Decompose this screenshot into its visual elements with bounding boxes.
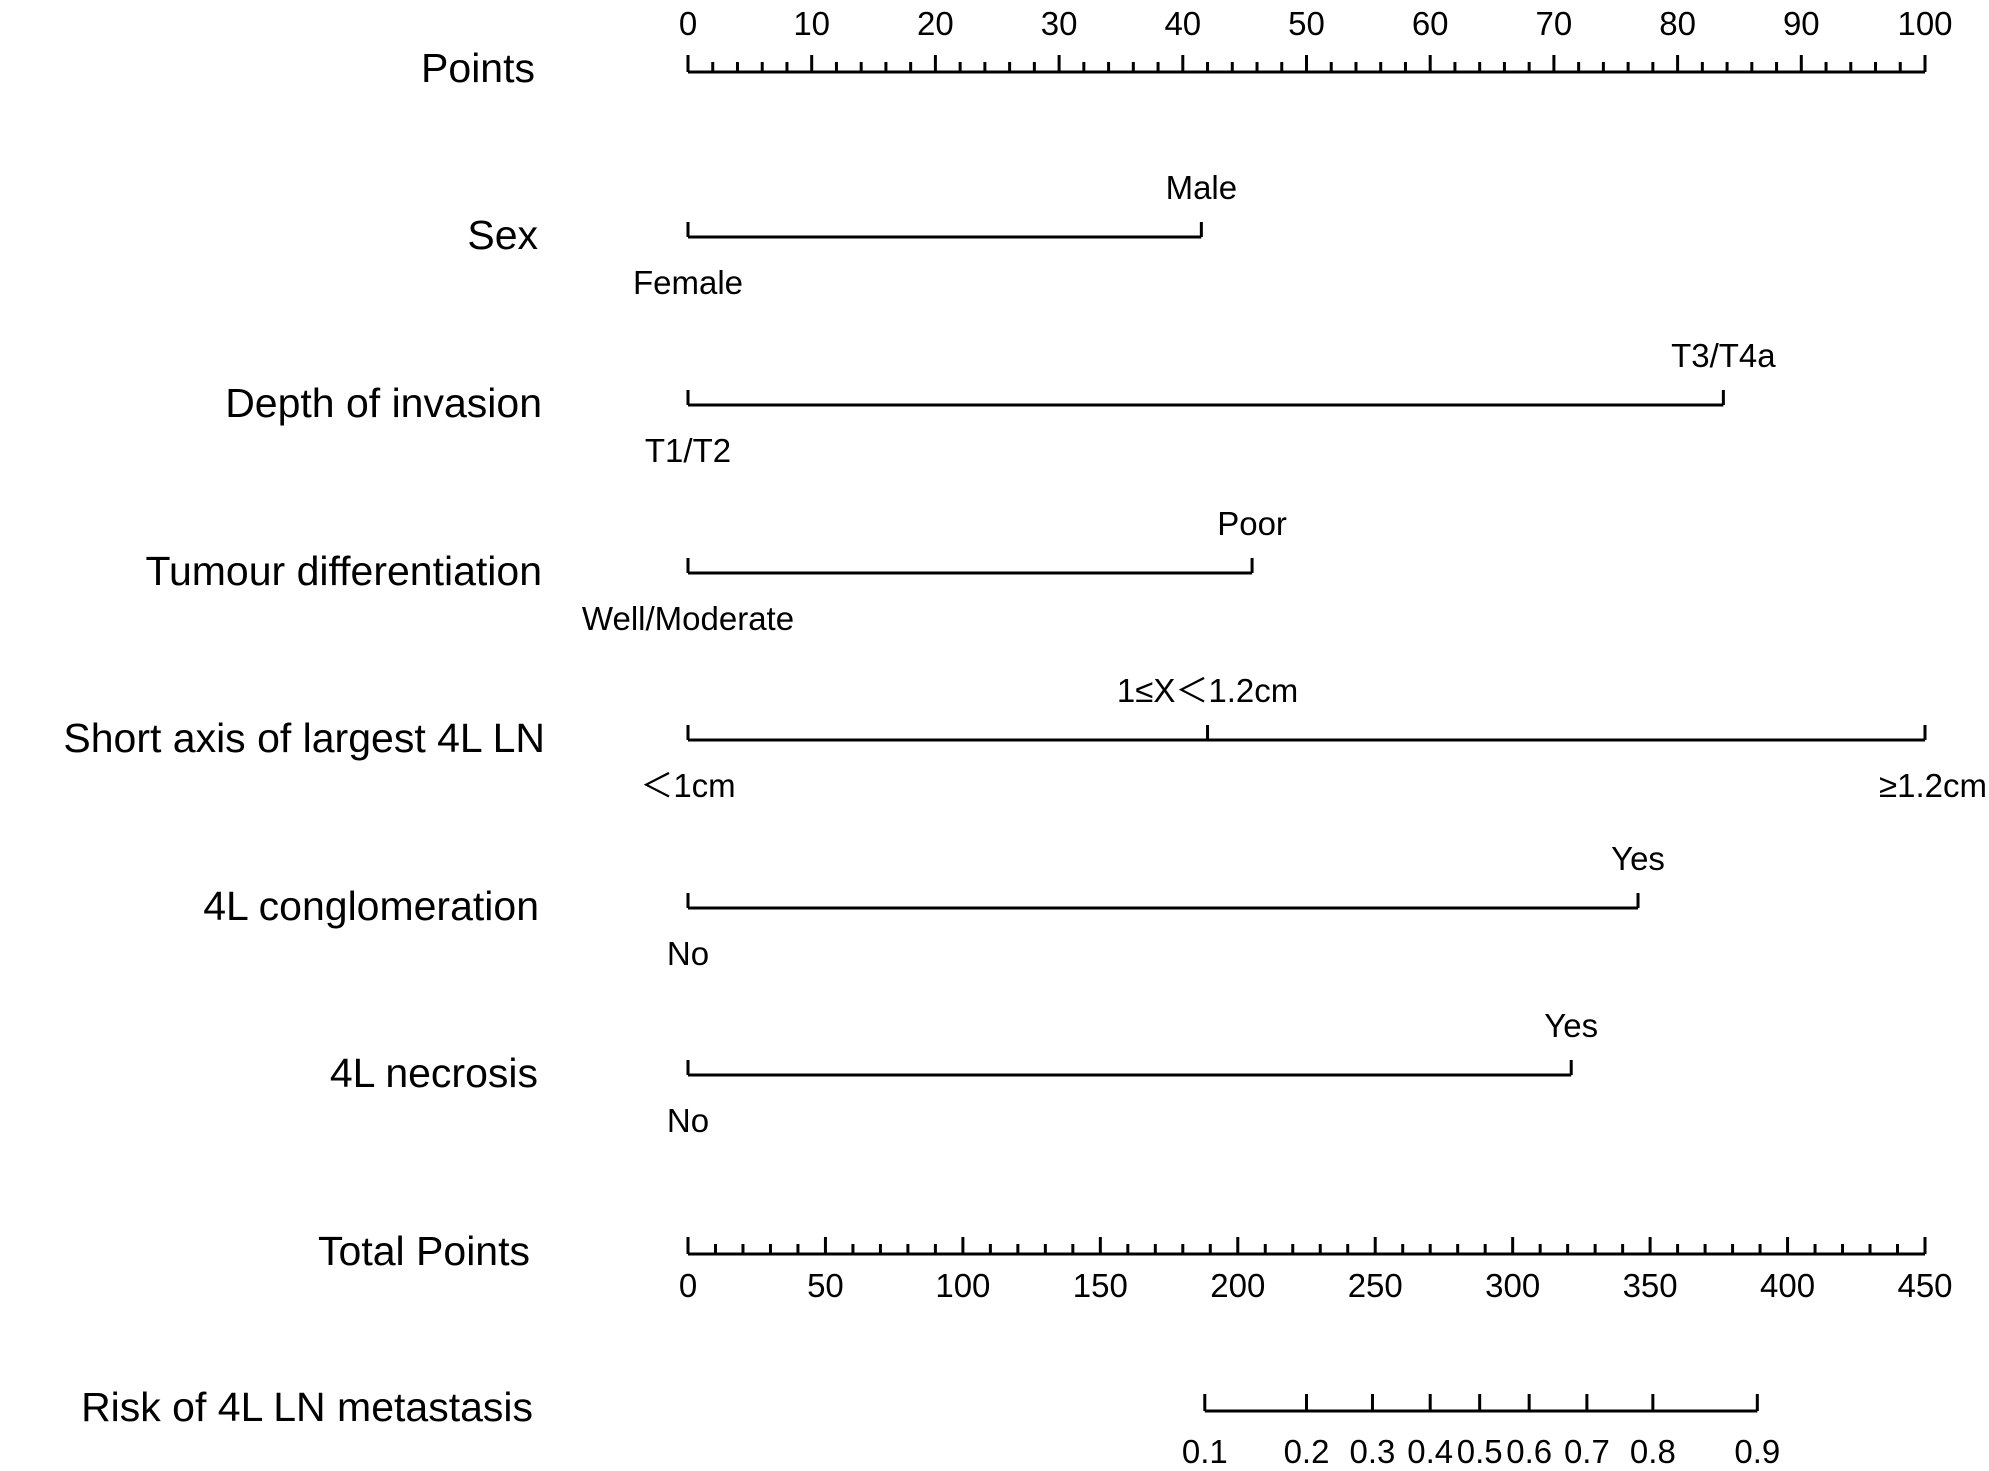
risk-tick-label: 0.7: [1564, 1433, 1610, 1470]
total-points-tick-label: 300: [1485, 1267, 1540, 1304]
points-axis-label: Points: [421, 45, 535, 91]
level-label: Yes: [1611, 840, 1665, 877]
points-tick-label: 80: [1659, 5, 1696, 42]
risk-tick-label: 0.2: [1284, 1433, 1330, 1470]
level-label: Yes: [1544, 1007, 1598, 1044]
variable-row: 4L necrosis No Yes: [330, 1007, 1598, 1139]
risk-tick-label: 0.8: [1630, 1433, 1676, 1470]
level-label: T3/T4a: [1671, 337, 1776, 374]
variable-label: 4L necrosis: [330, 1050, 538, 1096]
points-tick-label: 40: [1164, 5, 1201, 42]
variable-rows: Sex Female Male Depth of invasion T1/T2 T3/T4…: [63, 169, 1987, 1139]
points-tick-label: 0: [679, 5, 697, 42]
total-points-tick-label: 0: [679, 1267, 697, 1304]
variable-label: Tumour differentiation: [145, 548, 542, 594]
total-points-tick-label: 200: [1210, 1267, 1265, 1304]
points-tick-label: 10: [793, 5, 830, 42]
points-tick-label: 60: [1412, 5, 1449, 42]
risk-tick-label: 0.4: [1407, 1433, 1453, 1470]
variable-row: Sex Female Male: [467, 169, 1237, 301]
level-label: Male: [1166, 169, 1238, 206]
level-label: ≥1.2cm: [1879, 767, 1987, 804]
total-points-tick-label: 350: [1623, 1267, 1678, 1304]
variable-label: 4L conglomeration: [203, 883, 539, 929]
total-points-tick-label: 150: [1073, 1267, 1128, 1304]
points-tick-label: 30: [1041, 5, 1078, 42]
total-points-tick-label: 50: [807, 1267, 844, 1304]
risk-axis: Risk of 4L LN metastasis 0.1 0.2 0.3 0.4 0.5…: [81, 1384, 1780, 1470]
level-label: Well/Moderate: [582, 600, 794, 637]
variable-row: 4L conglomeration No Yes: [203, 840, 1665, 972]
variable-row: Tumour differentiation Well/Moderate Poor: [145, 505, 1286, 637]
points-tick-label: 50: [1288, 5, 1325, 42]
level-label: T1/T2: [645, 432, 731, 469]
level-label: Poor: [1217, 505, 1287, 542]
points-tick-label: 90: [1783, 5, 1820, 42]
total-points-axis: Total Points 0 50 100 150 200 250 300 350 400 450: [318, 1228, 1952, 1304]
risk-tick-label: 0.1: [1182, 1433, 1228, 1470]
risk-axis-label: Risk of 4L LN metastasis: [81, 1384, 533, 1430]
variable-row: Depth of invasion T1/T2 T3/T4a: [225, 337, 1776, 469]
variable-label: Depth of invasion: [225, 380, 542, 426]
risk-tick-label: 0.3: [1350, 1433, 1396, 1470]
points-tick-label: 20: [917, 5, 954, 42]
points-tick-label: 70: [1536, 5, 1573, 42]
points-tick-label: 100: [1897, 5, 1952, 42]
level-label: Female: [633, 264, 743, 301]
level-label: 1≤X＜1.2cm: [1117, 672, 1298, 709]
total-points-axis-label: Total Points: [318, 1228, 530, 1274]
total-points-tick-label: 100: [935, 1267, 990, 1304]
variable-label: Short axis of largest 4L LN: [63, 715, 545, 761]
level-label: No: [667, 935, 709, 972]
risk-tick-label: 0.6: [1506, 1433, 1552, 1470]
total-points-tick-label: 250: [1348, 1267, 1403, 1304]
level-label: No: [667, 1102, 709, 1139]
risk-tick-label: 0.9: [1734, 1433, 1780, 1470]
variable-label: Sex: [467, 212, 538, 258]
variable-row: Short axis of largest 4L LN ＜1cm 1≤X＜1.2cm…: [63, 672, 1987, 804]
points-axis: Points 0 10 20 30 40 50 60 70 80 90 100: [421, 5, 1952, 91]
level-label: ＜1cm: [640, 767, 735, 804]
risk-tick-label: 0.5: [1457, 1433, 1503, 1470]
total-points-tick-label: 400: [1760, 1267, 1815, 1304]
total-points-tick-label: 450: [1897, 1267, 1952, 1304]
